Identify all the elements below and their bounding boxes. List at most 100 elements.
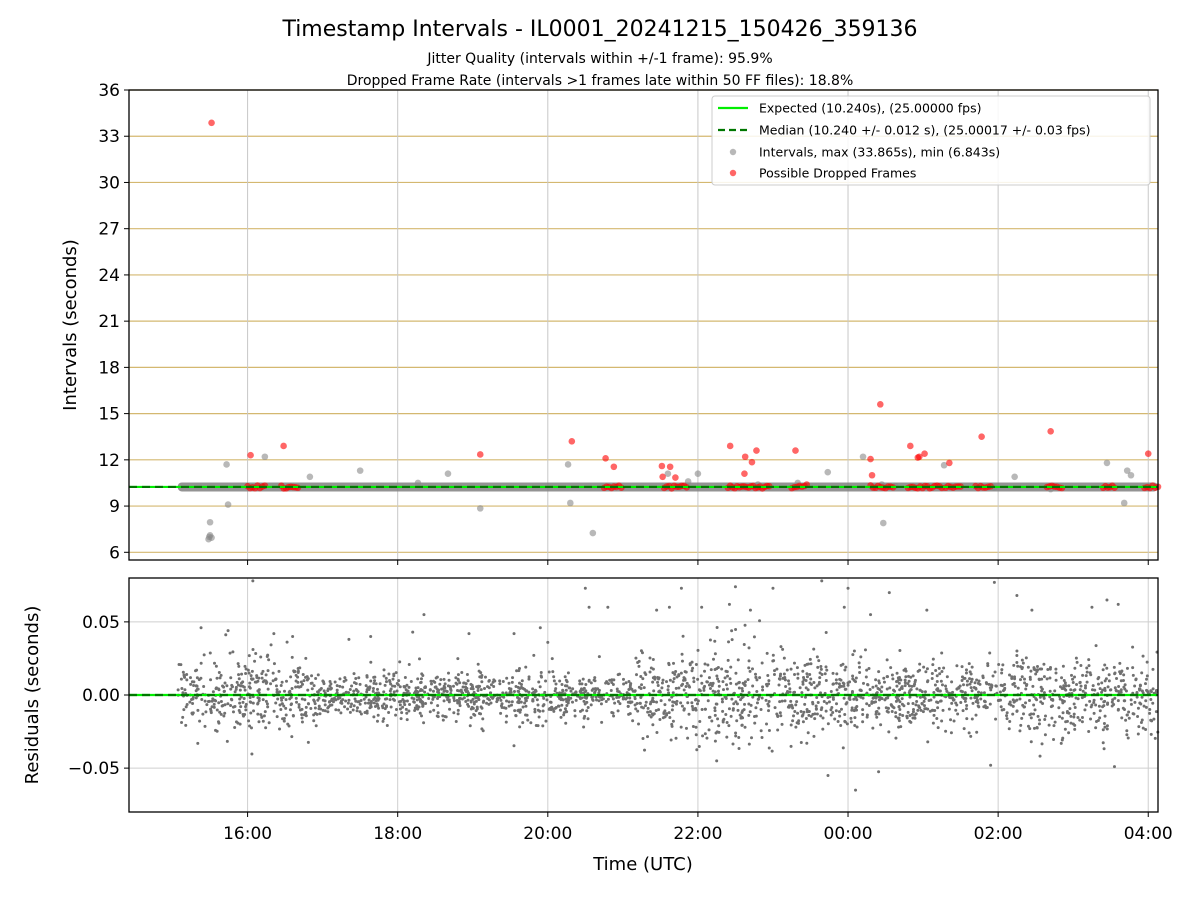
residual-point bbox=[1146, 690, 1150, 694]
residual-point bbox=[789, 699, 793, 703]
residual-point bbox=[1018, 678, 1022, 682]
residual-point bbox=[846, 586, 850, 590]
residual-point bbox=[708, 686, 712, 690]
residual-point bbox=[527, 690, 531, 694]
residual-point bbox=[518, 697, 522, 701]
residual-point bbox=[222, 685, 226, 689]
residual-point bbox=[680, 684, 684, 688]
residual-point bbox=[734, 682, 738, 686]
residual-point bbox=[829, 708, 833, 712]
residual-point bbox=[1141, 726, 1145, 730]
residual-point bbox=[580, 708, 584, 712]
residual-point bbox=[673, 672, 677, 676]
dropped-frame-point bbox=[978, 433, 985, 441]
residual-point bbox=[415, 707, 419, 711]
residual-point bbox=[775, 667, 779, 671]
residual-point bbox=[783, 699, 787, 703]
residual-point bbox=[723, 676, 727, 680]
residual-point bbox=[1029, 740, 1033, 744]
residual-point bbox=[952, 719, 956, 723]
residual-point bbox=[259, 655, 263, 659]
residual-point bbox=[696, 702, 700, 706]
residual-point bbox=[1136, 732, 1140, 736]
interval-point bbox=[694, 470, 702, 478]
residual-point bbox=[809, 662, 813, 666]
residual-point bbox=[300, 716, 304, 720]
residual-point bbox=[476, 684, 480, 688]
residual-point bbox=[313, 702, 317, 706]
residual-point bbox=[211, 697, 215, 701]
residual-point bbox=[512, 744, 516, 748]
residual-point bbox=[740, 687, 744, 691]
residual-point bbox=[208, 651, 212, 655]
residual-point bbox=[818, 676, 822, 680]
residual-point bbox=[275, 688, 279, 692]
residual-point bbox=[401, 705, 405, 709]
residual-point bbox=[246, 668, 250, 672]
residual-point bbox=[638, 701, 642, 705]
residual-point bbox=[939, 679, 943, 683]
residual-point bbox=[1002, 688, 1006, 692]
residual-point bbox=[1032, 703, 1036, 707]
residual-point bbox=[787, 682, 791, 686]
residual-point bbox=[699, 674, 703, 678]
residual-point bbox=[655, 731, 659, 735]
residual-point bbox=[743, 702, 747, 706]
residual-point bbox=[419, 687, 423, 691]
residual-point bbox=[405, 711, 409, 715]
residual-point bbox=[1024, 701, 1028, 705]
residual-point bbox=[384, 676, 388, 680]
residual-point bbox=[649, 715, 653, 719]
residual-point bbox=[853, 723, 857, 727]
residual-point bbox=[321, 698, 325, 702]
residual-point bbox=[272, 662, 276, 666]
residual-point bbox=[694, 733, 698, 737]
residual-point bbox=[215, 708, 219, 712]
residual-point bbox=[476, 662, 480, 666]
residual-point bbox=[897, 725, 901, 729]
residual-point bbox=[185, 703, 189, 707]
residual-point bbox=[1125, 729, 1129, 733]
residual-point bbox=[861, 712, 865, 716]
residual-point bbox=[685, 681, 689, 685]
residual-point bbox=[815, 712, 819, 716]
residual-point bbox=[393, 684, 397, 688]
residual-point bbox=[202, 684, 206, 688]
residual-point bbox=[1024, 683, 1028, 687]
intervals-y-tick-label: 15 bbox=[98, 405, 120, 425]
residual-point bbox=[389, 682, 393, 686]
residual-point bbox=[359, 712, 363, 716]
residual-point bbox=[1037, 678, 1041, 682]
residual-point bbox=[578, 697, 582, 701]
residual-point bbox=[188, 676, 192, 680]
residual-point bbox=[654, 709, 658, 713]
residual-point bbox=[416, 686, 420, 690]
residual-point bbox=[280, 698, 284, 702]
residual-point bbox=[1138, 688, 1142, 692]
residual-point bbox=[962, 696, 966, 700]
residual-point bbox=[1032, 712, 1036, 716]
residual-point bbox=[775, 712, 779, 716]
residual-point bbox=[460, 690, 464, 694]
residual-point bbox=[825, 701, 829, 705]
residual-point bbox=[1114, 688, 1118, 692]
residual-point bbox=[217, 701, 221, 705]
residual-point bbox=[1088, 671, 1092, 675]
residual-point bbox=[585, 709, 589, 713]
residual-point bbox=[372, 681, 376, 685]
residual-point bbox=[950, 680, 954, 684]
residual-point bbox=[233, 690, 237, 694]
residual-point bbox=[776, 728, 780, 732]
residual-point bbox=[1072, 715, 1076, 719]
residual-point bbox=[670, 722, 674, 726]
residual-point bbox=[970, 677, 974, 681]
residual-point bbox=[1005, 714, 1009, 718]
residual-point bbox=[894, 695, 898, 699]
residual-point bbox=[615, 696, 619, 700]
residual-point bbox=[875, 691, 879, 695]
residual-point bbox=[392, 674, 396, 678]
x-tick-label: 00:00 bbox=[824, 824, 873, 844]
residual-point bbox=[708, 715, 712, 719]
residual-point bbox=[1069, 721, 1073, 725]
residual-point bbox=[310, 687, 314, 691]
